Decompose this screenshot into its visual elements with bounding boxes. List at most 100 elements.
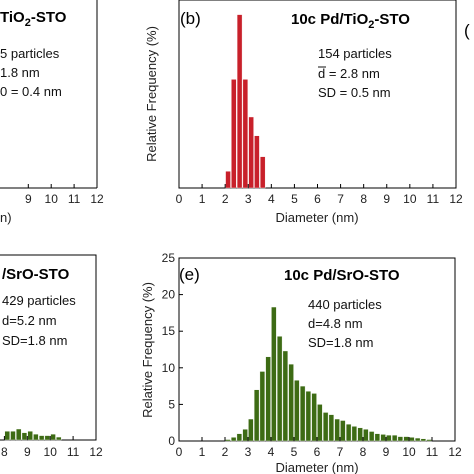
panel-d-bar [56,436,62,441]
panel-b-tick-label: 8 [360,192,367,206]
panel-d-x-ticks: 8 9 10 11 12 [1,436,103,459]
panel-d-bar [50,433,56,441]
panel-d-tick-label: 10 [44,445,58,459]
panel-d-bar [38,435,45,441]
panel-e-tick-label: 6 [314,445,321,459]
panel-e-tick-label: 1 [199,445,206,459]
panel-e-bar [242,429,248,442]
panel-e-tick-label: 11 [426,445,439,459]
panel-b-tick-label: 4 [268,192,275,206]
panel-d-bars [4,428,62,441]
panel-e-bar [345,423,352,442]
panel-d-tick-label: 11 [67,445,80,459]
panel-b-tick-label: 5 [291,192,298,206]
panel-a-tick-label: 11 [68,192,81,206]
panel-b-y-label: Relative Frequency (%) [144,26,159,162]
panel-a-tick-label: 9 [25,192,32,206]
panel-d-bar [33,433,39,441]
panel-e-bar [357,427,363,442]
panel-e-bar [317,404,323,442]
panel-e-bar [236,433,243,442]
panel-e-tick-label: 3 [245,445,252,459]
panel-e-bar [265,356,271,442]
panel-e-y-tick-label: 25 [162,251,176,265]
panel-a: TiO2-STO 5 particles 1.8 nm 0 = 0.4 nm 9… [0,0,104,225]
panel-a-annotation-mean: 1.8 nm [0,65,40,80]
panel-e-y-ticks: 0 5 10 15 20 25 [162,251,183,448]
panel-b-tick-label: 3 [245,192,252,206]
panel-a-tick-label: 10 [45,192,59,206]
panel-b-tick-label: 1 [199,192,206,206]
panel-d: /SrO-STO 429 particles d=5.2 nm SD=1.8 n… [0,254,103,459]
panel-e-tick-label: 9 [383,445,390,459]
panel-a-x-ticks: 9 10 11 12 [25,184,104,206]
panel-e-tick-label: 10 [402,445,416,459]
panel-e: (e) 10c Pd/SrO-STO 440 particles d=4.8 n… [140,251,462,474]
panel-e-y-tick-label: 20 [162,288,176,302]
panel-a-annotation-count: 5 particles [0,46,60,61]
panel-e-bar [328,414,335,442]
panel-e-bar [271,306,277,442]
panel-e-bar [248,418,254,442]
panel-a-x-label: n) [0,210,12,225]
panel-b-annotation-mean: d = 2.8 nm [318,66,380,81]
panel-d-tick-label: 8 [1,445,8,459]
panel-e-bar [368,431,375,442]
panel-b-tick-label: 6 [314,192,321,206]
panel-b-tick-label: 10 [403,192,417,206]
panel-e-bar [334,418,340,442]
panel-b-tick-label: 2 [222,192,229,206]
panel-e-bars [225,306,432,442]
panel-e-bar [340,420,346,442]
panel-e-y-tick-label: 10 [162,361,176,375]
panel-d-annotation-sd: SD=1.8 nm [2,333,67,348]
panel-e-y-tick-label: 5 [168,397,175,411]
panel-e-bar [253,389,260,442]
panel-d-bar [16,428,22,441]
panel-e-bar [420,438,427,442]
panel-e-bar [409,437,415,442]
panel-e-bar [282,350,289,442]
panel-e-bar [426,439,432,442]
panel-b-tick-label: 0 [176,192,183,206]
panel-e-tick-label: 0 [176,445,183,459]
panel-b-bar [259,156,266,189]
panel-e-bar [276,336,283,442]
panel-e-y-tick-label: 15 [162,324,176,338]
panel-e-bar [288,363,294,442]
panel-b-title: 10c Pd/TiO2-STO [291,11,410,31]
panel-e-y-label: Relative Frequency (%) [140,282,155,418]
panel-e-bar [397,436,404,442]
panel-e-bar [403,436,409,442]
panel-e-annotation-mean: d=4.8 nm [308,316,363,331]
panel-e-tick-label: 12 [448,445,462,459]
panel-a-annotation-sd: 0 = 0.4 nm [0,84,62,99]
panel-b-bar [236,14,243,189]
panel-e-tick-label: 2 [222,445,229,459]
panel-e-bar [322,412,329,442]
panel-e-bar [311,393,317,442]
panel-d-bar [27,431,33,441]
panel-e-annotation-sd: SD=1.8 nm [308,335,373,350]
panel-e-bar [386,434,392,442]
panel-e-label: (e) [179,265,200,284]
panel-e-bar [351,426,358,442]
panel-d-tick-label: 9 [24,445,31,459]
panel-d-bar [10,431,16,441]
panel-b-annotation-count: 154 particles [318,46,392,61]
panel-b-tick-label: 12 [449,192,463,206]
panel-d-bar [44,435,51,441]
panel-b-bar [248,116,254,189]
panel-d-tick-label: 12 [89,445,103,459]
panel-e-bar [299,385,306,442]
panel-b-bars [225,14,266,189]
panel-e-tick-label: 5 [291,445,298,459]
panel-b-annotation-sd: SD = 0.5 nm [318,85,391,100]
panel-e-bar [225,439,231,442]
panel-e-bar [374,433,381,442]
panel-e-annotation-count: 440 particles [308,297,382,312]
panel-e-x-ticks: 0 1 2 3 4 5 6 7 8 9 10 11 12 [176,437,462,459]
panel-b-tick-label: 11 [427,192,440,206]
panel-d-bar [21,432,28,441]
